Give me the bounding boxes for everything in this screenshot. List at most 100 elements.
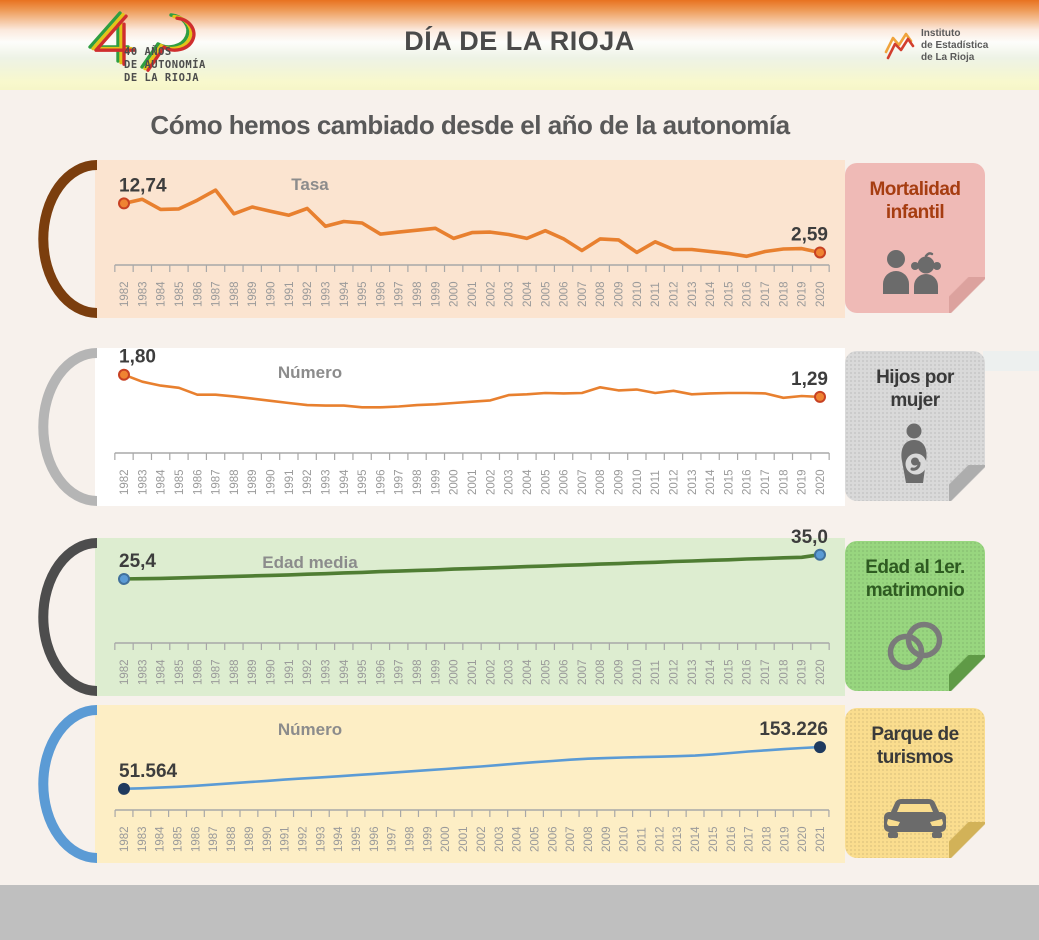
svg-text:1998: 1998: [412, 659, 424, 685]
svg-text:2016: 2016: [742, 659, 754, 685]
svg-text:1997: 1997: [394, 281, 406, 307]
svg-text:1982: 1982: [119, 469, 131, 495]
svg-text:2014: 2014: [705, 469, 717, 495]
svg-text:1989: 1989: [247, 281, 259, 307]
svg-text:2001: 2001: [467, 281, 479, 307]
svg-text:2011: 2011: [650, 660, 662, 685]
svg-text:2019: 2019: [797, 469, 809, 495]
svg-text:2015: 2015: [723, 659, 735, 685]
logo-40-ribbon-icon: [88, 11, 196, 72]
svg-text:Número: Número: [278, 363, 342, 382]
svg-text:1992: 1992: [302, 659, 314, 685]
svg-text:2010: 2010: [632, 469, 644, 495]
children-icon: [845, 249, 985, 295]
svg-text:1987: 1987: [211, 469, 223, 495]
svg-text:1982: 1982: [119, 826, 131, 852]
svg-text:1990: 1990: [266, 659, 278, 685]
svg-text:1999: 1999: [430, 281, 442, 307]
svg-text:2006: 2006: [559, 281, 571, 307]
svg-text:1988: 1988: [229, 469, 241, 495]
side-title: Edad al 1er. matrimonio: [865, 557, 965, 601]
side-title: Hijos por mujer: [876, 367, 954, 411]
svg-text:2007: 2007: [577, 469, 589, 495]
page-curl: [949, 465, 985, 501]
svg-text:2016: 2016: [742, 469, 754, 495]
svg-text:2012: 2012: [668, 659, 680, 685]
svg-text:1999: 1999: [430, 659, 442, 685]
svg-text:2005: 2005: [540, 469, 552, 495]
line-chart-edad-matrimonio: 1982 1983 1984 1985 1986 1987 1988 1989 1990 1991…: [95, 527, 845, 696]
svg-text:1,80: 1,80: [119, 347, 156, 368]
side-title: Parque de turismos: [871, 724, 959, 768]
svg-text:Edad media: Edad media: [262, 553, 358, 572]
car-icon: [845, 796, 985, 840]
svg-text:1982: 1982: [119, 659, 131, 685]
svg-text:2014: 2014: [705, 659, 717, 685]
chart-row-mortalidad: 1982 1983 1984 1985 1986 1987 1988 1989 1990 1991…: [0, 160, 1039, 318]
svg-text:1983: 1983: [137, 281, 149, 307]
svg-text:2011: 2011: [637, 827, 649, 852]
svg-text:1997: 1997: [394, 469, 406, 495]
svg-text:2017: 2017: [760, 659, 772, 685]
svg-text:2016: 2016: [726, 826, 738, 852]
svg-text:1987: 1987: [211, 659, 223, 685]
svg-text:1988: 1988: [226, 826, 238, 852]
svg-text:2003: 2003: [504, 469, 516, 495]
chart-panel: 1982 1983 1984 1985 1986 1987 1988 1989 1990 1991…: [38, 160, 845, 318]
chart-row-hijos: 1982 1983 1984 1985 1986 1987 1988 1989 1990 1991…: [0, 347, 1039, 506]
svg-text:2011: 2011: [650, 282, 662, 307]
svg-text:1996: 1996: [375, 469, 387, 495]
svg-text:2018: 2018: [778, 281, 790, 307]
svg-text:2003: 2003: [504, 281, 516, 307]
svg-text:2019: 2019: [779, 826, 791, 852]
svg-text:1992: 1992: [297, 826, 309, 852]
svg-text:2021: 2021: [815, 826, 827, 852]
svg-text:1996: 1996: [375, 281, 387, 307]
svg-text:2012: 2012: [654, 826, 666, 852]
svg-text:2006: 2006: [559, 469, 571, 495]
svg-text:1984: 1984: [156, 659, 168, 685]
line-chart-parque-turismos: 1982 1983 1984 1985 1986 1987 1988 1989 1990 1991…: [95, 705, 845, 863]
svg-text:2007: 2007: [565, 826, 577, 852]
svg-text:1982: 1982: [119, 281, 131, 307]
svg-text:2020: 2020: [815, 659, 827, 685]
svg-text:1997: 1997: [387, 826, 399, 852]
svg-text:2000: 2000: [449, 281, 461, 307]
svg-text:1988: 1988: [229, 659, 241, 685]
svg-text:1990: 1990: [262, 826, 274, 852]
svg-text:1986: 1986: [190, 826, 202, 852]
svg-text:2013: 2013: [687, 469, 699, 495]
svg-text:1985: 1985: [174, 469, 186, 495]
svg-text:2009: 2009: [601, 826, 613, 852]
side-label-card: Mortalidad infantil: [845, 163, 985, 313]
half-circle-arc-icon: [38, 538, 98, 696]
svg-text:25,4: 25,4: [119, 551, 156, 572]
svg-text:2003: 2003: [494, 826, 506, 852]
svg-text:1994: 1994: [339, 659, 351, 685]
svg-text:2008: 2008: [595, 281, 607, 307]
svg-text:2018: 2018: [761, 826, 773, 852]
svg-text:2006: 2006: [547, 826, 559, 852]
svg-text:1991: 1991: [284, 281, 296, 307]
svg-text:1993: 1993: [315, 826, 327, 852]
svg-text:2017: 2017: [760, 281, 772, 307]
svg-text:12,74: 12,74: [119, 175, 167, 196]
svg-text:1991: 1991: [284, 469, 296, 495]
svg-text:2007: 2007: [577, 281, 589, 307]
page-curl: [949, 822, 985, 858]
svg-text:2008: 2008: [583, 826, 595, 852]
wedding-rings-icon: [845, 619, 985, 673]
svg-text:2000: 2000: [449, 659, 461, 685]
svg-text:51.564: 51.564: [119, 761, 178, 782]
bottom-bar: [0, 885, 1039, 940]
svg-text:35,0: 35,0: [791, 527, 828, 548]
svg-text:1994: 1994: [339, 281, 351, 307]
half-circle-arc-icon: [38, 705, 98, 863]
svg-text:1998: 1998: [405, 826, 417, 852]
svg-text:1985: 1985: [173, 826, 185, 852]
svg-text:2001: 2001: [467, 659, 479, 685]
page-curl: [949, 655, 985, 691]
svg-text:2001: 2001: [467, 469, 479, 495]
svg-text:2012: 2012: [668, 469, 680, 495]
svg-text:1990: 1990: [266, 469, 278, 495]
